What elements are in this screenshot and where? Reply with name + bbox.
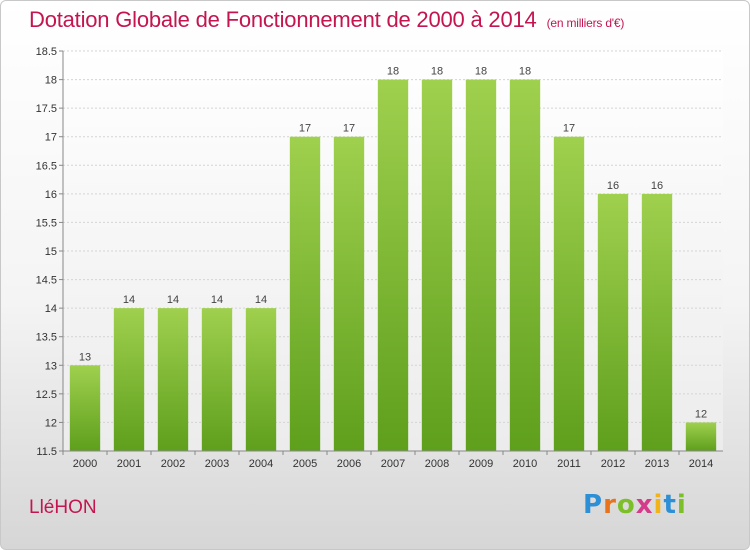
logo-letter: t <box>663 490 677 520</box>
chart-title: Dotation Globale de Fonctionnement de 20… <box>29 7 625 32</box>
value-label-2008: 18 <box>431 66 443 78</box>
bar-2003 <box>201 308 233 451</box>
bar-2004 <box>245 308 277 451</box>
bar-2001 <box>113 308 145 451</box>
value-label-2009: 18 <box>475 66 487 78</box>
y-tick-label: 16 <box>45 189 57 201</box>
y-tick-label: 16.5 <box>36 160 57 172</box>
bar-2009 <box>465 79 497 452</box>
value-label-2014: 12 <box>695 408 707 420</box>
y-tick-label: 11.5 <box>36 446 57 458</box>
y-tick-label: 12 <box>45 417 57 429</box>
y-tick-label: 18 <box>45 75 57 87</box>
bar-2005 <box>289 136 321 451</box>
value-label-2001: 14 <box>123 294 135 306</box>
x-tick-label-2013: 2013 <box>645 458 669 470</box>
value-label-2012: 16 <box>607 180 619 192</box>
unit-label: (en milliers d'€) <box>546 16 625 30</box>
bars: 13 14 14 14 14 17 17 18 18 18 18 17 16 16 12 <box>69 66 717 452</box>
bar-2000 <box>69 365 101 451</box>
y-axis: 11.5 12 12.5 13 13.5 14 14.5 15 15.5 16 16.5 17 17.5… <box>36 46 64 458</box>
y-tick-label: 15 <box>45 246 57 258</box>
x-tick-label-2009: 2009 <box>469 458 493 470</box>
x-tick-label-2007: 2007 <box>381 458 405 470</box>
y-tick-label: 18.5 <box>36 46 57 58</box>
logo-letter: P <box>583 490 604 520</box>
y-tick-label: 17 <box>45 132 57 144</box>
logo-letter: o <box>616 490 636 520</box>
bar-2011 <box>553 136 585 451</box>
x-tick-label-2010: 2010 <box>513 458 537 470</box>
bar-2010 <box>509 79 541 452</box>
commune-name: LléHON <box>29 497 97 518</box>
value-label-2007: 18 <box>387 66 399 78</box>
value-label-2010: 18 <box>519 66 531 78</box>
value-label-2011: 17 <box>563 123 575 135</box>
bar-2002 <box>157 308 189 451</box>
x-axis: 2000 2001 2002 2003 2004 2005 2006 2007 2008 2009… <box>62 450 723 470</box>
x-tick-label-2005: 2005 <box>293 458 317 470</box>
logo-letter: r <box>603 490 617 520</box>
x-tick-label-2006: 2006 <box>337 458 361 470</box>
value-label-2004: 14 <box>255 294 267 306</box>
logo-letter: i <box>676 490 687 520</box>
y-tick-label: 15.5 <box>36 217 57 229</box>
x-tick-label-2002: 2002 <box>161 458 185 470</box>
bar-2013 <box>641 193 673 451</box>
value-label-2003: 14 <box>211 294 223 306</box>
logo-letter: i <box>653 490 664 520</box>
x-tick-label-2001: 2001 <box>117 458 141 470</box>
proxiti-logo: Proxiti <box>583 490 687 520</box>
x-tick-label-2014: 2014 <box>689 458 713 470</box>
logo-letter: x <box>635 490 654 520</box>
value-label-2013: 16 <box>651 180 663 192</box>
value-label-2000: 13 <box>79 351 91 363</box>
y-tick-label: 14 <box>45 303 57 315</box>
y-tick-label: 13 <box>45 360 57 372</box>
bar-2008 <box>421 79 453 452</box>
x-tick-label-2008: 2008 <box>425 458 449 470</box>
bar-2012 <box>597 193 629 451</box>
x-tick-label-2000: 2000 <box>73 458 97 470</box>
y-tick-label: 12.5 <box>36 389 57 401</box>
x-tick-label-2003: 2003 <box>205 458 229 470</box>
value-label-2006: 17 <box>343 123 355 135</box>
value-label-2005: 17 <box>299 123 311 135</box>
y-tick-label: 13.5 <box>36 332 57 344</box>
x-tick-label-2004: 2004 <box>249 458 273 470</box>
y-tick-label: 14.5 <box>36 275 57 287</box>
bar-2014 <box>685 422 717 451</box>
value-label-2002: 14 <box>167 294 179 306</box>
bar-2006 <box>333 136 365 451</box>
y-tick-label: 17.5 <box>36 103 57 115</box>
x-tick-label-2011: 2011 <box>557 458 581 470</box>
bar-2007 <box>377 79 409 452</box>
x-tick-label-2012: 2012 <box>601 458 625 470</box>
